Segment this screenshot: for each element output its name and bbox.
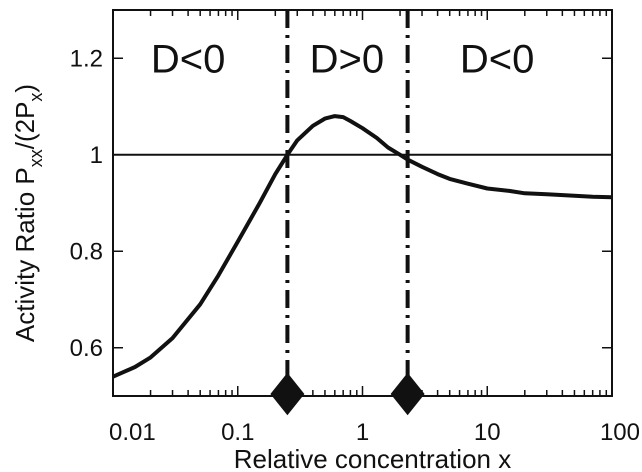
y-tick-label: 0.6 [70,335,103,362]
boundary-diamond-2 [390,372,425,416]
y-axis-label-mid: /(2P [10,102,40,150]
y-tick-label: 0.8 [70,238,103,265]
y-axis-label-main: Activity Ratio P [10,167,40,342]
x-tick-label: 1 [356,419,369,446]
series-line [112,114,613,379]
x-tick-label: 0.01 [109,419,156,446]
plot-area: 0.01 0.1 1 10 100 0.6 0.8 1 1.2 D<0 D>0 D<0 [70,9,640,446]
x-tick-label: 10 [474,419,501,446]
region-label-2: D>0 [310,37,385,81]
y-axis-label-end: ) [10,84,40,93]
y-axis-label-sub1: xx [26,149,46,167]
x-tick-label: 100 [600,419,640,446]
x-tick-label: 0.1 [221,419,254,446]
y-axis-label-sub2: x [26,93,46,102]
region-label-3: D<0 [460,37,535,81]
y-tick-label: 1.2 [70,45,103,72]
region-label-1: D<0 [151,37,226,81]
boundary-diamond-1 [270,372,305,416]
y-tick-label: 1 [90,142,103,169]
y-axis-label: Activity Ratio Pxx/(2Px) [10,84,46,342]
x-axis-label: Relative concentration x [234,444,511,472]
